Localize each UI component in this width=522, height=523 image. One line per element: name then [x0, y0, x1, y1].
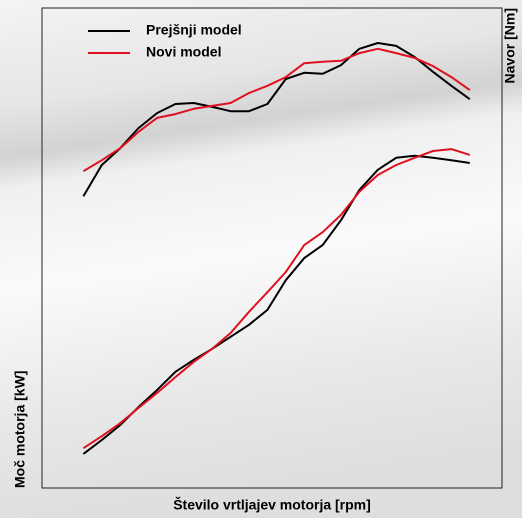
y2-axis-label: Navor [Nm]	[502, 8, 518, 83]
series-line	[82, 154, 470, 455]
y-axis-label: Moč motorja [kW]	[12, 371, 28, 488]
plot-frame	[41, 7, 503, 489]
legend-label: Novi model	[146, 44, 221, 60]
series-line	[82, 42, 471, 197]
legend-label: Prejšnji model	[146, 22, 242, 38]
x-axis-label: Število vrtljajev motorja [rpm]	[173, 496, 371, 513]
series-line	[82, 47, 471, 173]
series-line	[82, 148, 471, 450]
